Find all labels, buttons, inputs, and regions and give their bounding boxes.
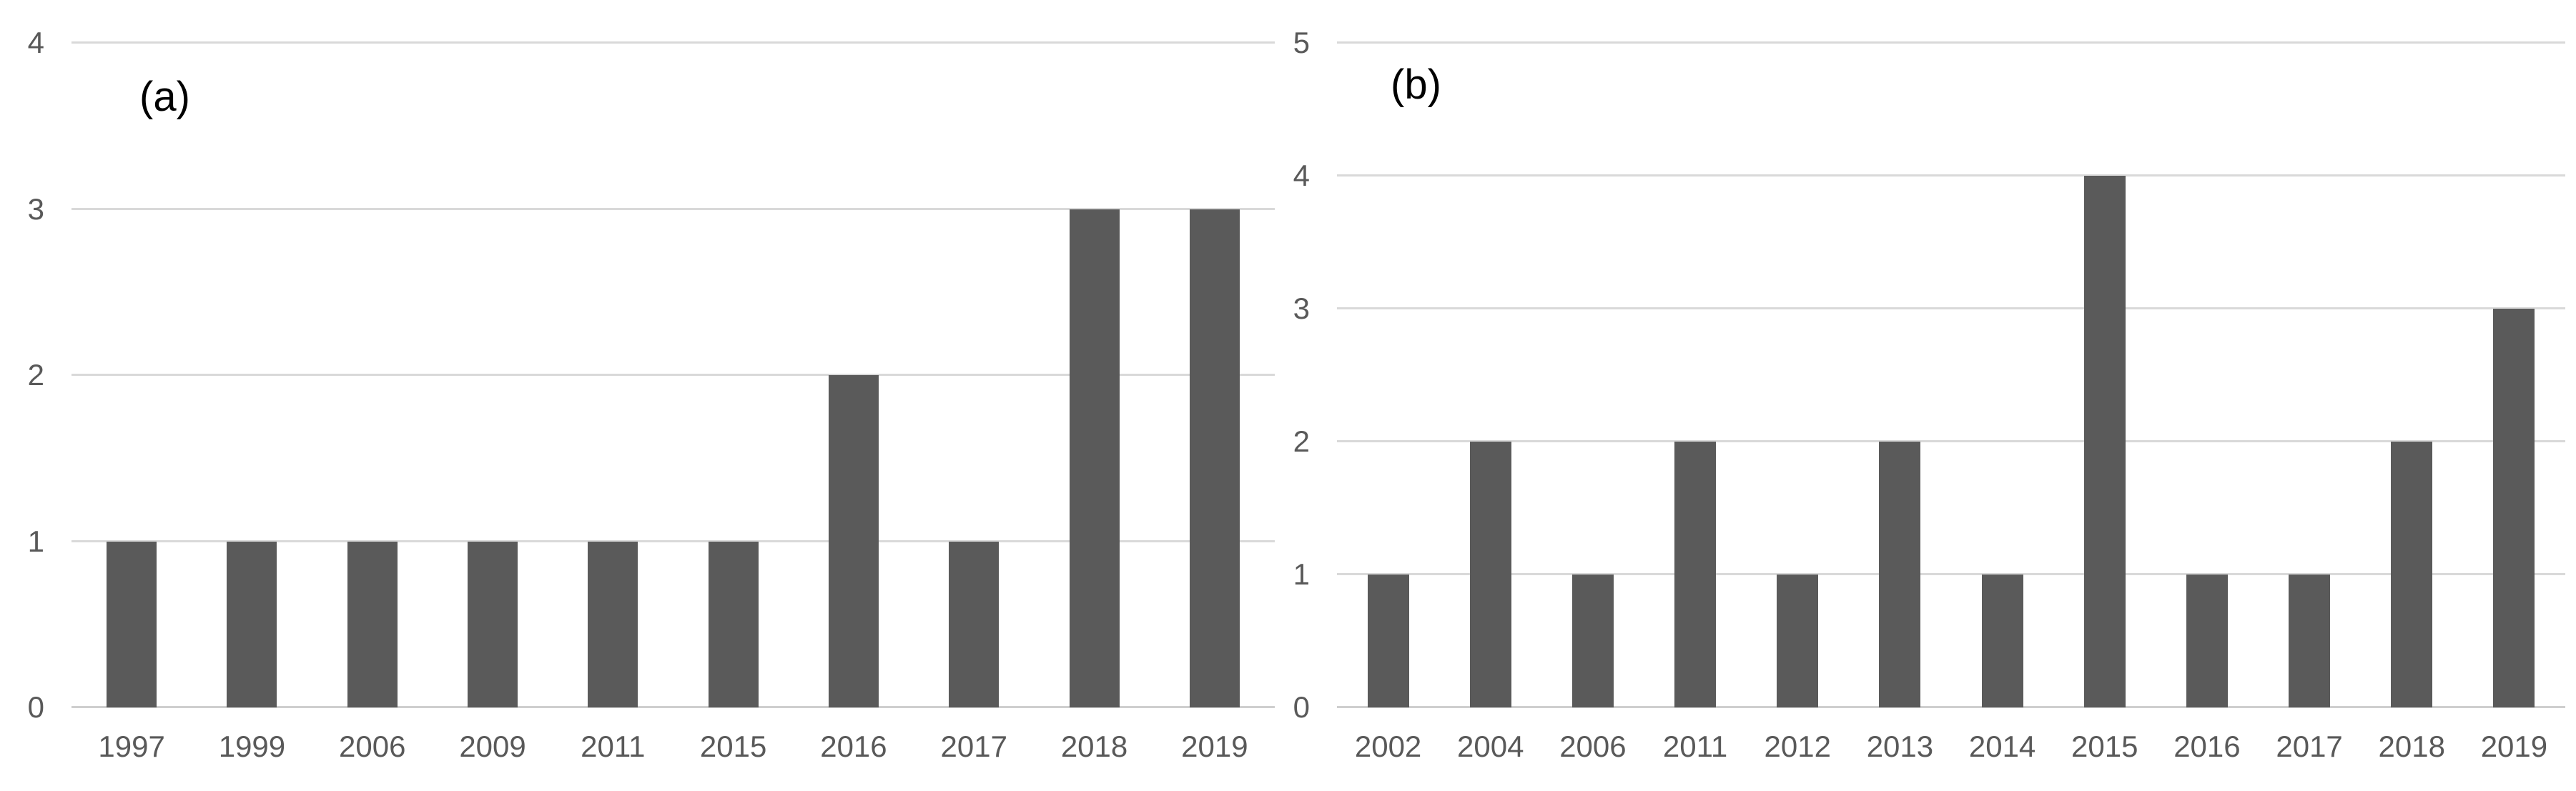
x-tick-label: 2013 <box>1866 730 1934 763</box>
bar-a-2019 <box>1189 209 1240 707</box>
bar-a-2016 <box>828 375 879 707</box>
bar-a-2018 <box>1069 209 1120 707</box>
x-tick-label: 2002 <box>1354 730 1422 763</box>
gridline <box>1337 440 2565 442</box>
x-tick-label: 2006 <box>1559 730 1627 763</box>
bar-a-1999 <box>227 541 277 707</box>
x-tick-label: 2017 <box>2276 730 2343 763</box>
x-tick-label: 2018 <box>2378 730 2445 763</box>
gridline <box>71 539 1275 542</box>
x-tick-label: 2018 <box>1060 730 1128 763</box>
bar-b-2017 <box>2289 574 2331 707</box>
gridline <box>1337 573 2565 575</box>
x-tick-label: 2009 <box>459 730 526 763</box>
gridline <box>71 374 1275 376</box>
panel-label-a: (a) <box>139 74 190 120</box>
gridline <box>71 207 1275 210</box>
x-tick-label: 1997 <box>98 730 165 763</box>
bar-a-2009 <box>468 541 518 707</box>
x-tick-label: 2011 <box>1662 730 1728 763</box>
bar-b-2016 <box>2186 574 2228 707</box>
bar-b-2011 <box>1674 442 1717 707</box>
y-tick-label: 2 <box>1293 424 1310 458</box>
bar-b-2002 <box>1367 574 1409 707</box>
x-tick-label: 2011 <box>581 730 646 763</box>
panel-label-b: (b) <box>1391 61 1441 108</box>
x-tick-label: 2012 <box>1764 730 1831 763</box>
x-tick-label: 2019 <box>1181 730 1248 763</box>
x-axis-a: 1997 1999 2006 2009 2011 2015 2016 2017 2018 2019 <box>0 727 1265 770</box>
y-tick-label: 4 <box>27 26 44 59</box>
y-axis-a: 0 1 2 3 4 <box>0 0 44 791</box>
bar-a-1997 <box>107 541 157 707</box>
bar-a-2015 <box>708 541 759 707</box>
x-tick-label: 1999 <box>218 730 286 763</box>
chart-panel-a: 0 1 2 3 4 (a) 1997 1999 2006 2009 2011 2015 2016 20… <box>0 0 1275 791</box>
y-tick-label: 0 <box>27 690 44 724</box>
x-axis-line <box>1337 706 2565 708</box>
bar-b-2004 <box>1469 442 1511 707</box>
bar-b-2015 <box>2083 176 2126 707</box>
gridline <box>1337 174 2565 176</box>
bar-b-2014 <box>1981 574 2023 707</box>
x-axis-b: 2002 2004 2006 2011 2012 2013 2014 2015 2016 2017… <box>1265 727 2576 770</box>
y-tick-label: 2 <box>27 358 44 392</box>
x-tick-label: 2017 <box>940 730 1007 763</box>
bar-a-2011 <box>588 541 638 707</box>
y-tick-label: 3 <box>1293 292 1310 325</box>
bar-b-2019 <box>2493 309 2535 707</box>
y-tick-label: 0 <box>1293 690 1310 724</box>
plot-area-b: (b) <box>1337 41 2565 708</box>
y-tick-label: 1 <box>27 524 44 558</box>
x-tick-label: 2015 <box>699 730 767 763</box>
bar-b-2012 <box>1777 574 1819 707</box>
gridline <box>1337 41 2565 44</box>
x-tick-label: 2019 <box>2480 730 2548 763</box>
bar-a-2006 <box>347 541 398 707</box>
x-tick-label: 2006 <box>339 730 406 763</box>
x-tick-label: 2004 <box>1457 730 1524 763</box>
y-tick-label: 1 <box>1293 557 1310 591</box>
y-axis-b: 0 1 2 3 4 5 <box>1265 0 1310 791</box>
y-tick-label: 3 <box>27 191 44 226</box>
y-tick-label: 4 <box>1293 159 1310 192</box>
bar-b-2013 <box>1879 442 1921 707</box>
y-tick-label: 5 <box>1293 26 1310 59</box>
x-axis-line <box>71 706 1275 708</box>
x-tick-label: 2016 <box>2173 730 2241 763</box>
gridline <box>71 41 1275 44</box>
bar-b-2006 <box>1571 574 1614 707</box>
bar-b-2018 <box>2391 442 2433 707</box>
x-tick-label: 2014 <box>1968 730 2036 763</box>
x-tick-label: 2015 <box>2071 730 2138 763</box>
gridline <box>1337 307 2565 309</box>
plot-area-a: (a) <box>71 41 1275 708</box>
x-tick-label: 2016 <box>820 730 887 763</box>
bar-a-2017 <box>949 541 1000 707</box>
